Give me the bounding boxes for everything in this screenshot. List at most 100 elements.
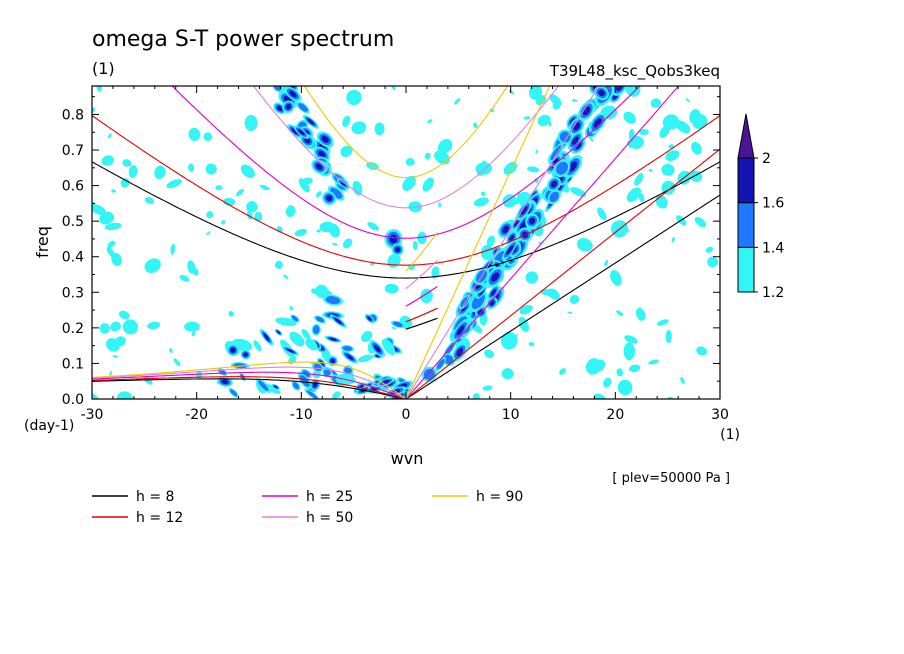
power-contour-blob	[374, 122, 385, 136]
y-tick-label: 0.4	[62, 250, 84, 266]
y-tick-label: 0.2	[62, 321, 84, 337]
power-contour-blob	[330, 187, 343, 199]
power-contour-blob	[559, 368, 567, 375]
power-contour-blob	[626, 187, 642, 202]
power-contour-blob	[340, 180, 347, 186]
power-contour-blob	[427, 119, 433, 124]
power-contour-blob	[422, 177, 434, 192]
power-contour-blob	[616, 368, 623, 377]
power-contour-blob	[515, 334, 519, 338]
power-contour-blob	[661, 163, 675, 176]
power-contour-blob	[535, 149, 538, 154]
power-contour-blob	[258, 380, 269, 391]
power-contour-blob	[616, 310, 624, 317]
power-contour-blob	[301, 328, 311, 340]
power-contour-blob	[394, 246, 401, 253]
power-contour-blob	[417, 231, 427, 245]
power-contour-blob	[531, 219, 534, 223]
power-contour-blob	[326, 195, 333, 202]
power-contour-blob	[206, 211, 214, 219]
power-contour-blob	[315, 284, 328, 298]
power-contour-blob	[346, 89, 362, 106]
power-contour-blob	[689, 109, 701, 124]
power-contour-blob	[648, 359, 659, 365]
power-contours	[92, 82, 719, 399]
legend: h = 8 h = 12 h = 25 h = 50 h = 90	[92, 489, 523, 526]
power-contour-blob	[502, 194, 517, 208]
colorbar-label: 1.6	[762, 196, 784, 212]
power-contour-blob	[456, 325, 465, 336]
power-contour-blob	[510, 236, 513, 239]
power-contour-blob	[482, 385, 493, 391]
mrg-curve-h8	[405, 317, 438, 330]
power-contour-blob	[367, 316, 372, 321]
power-contour-blob	[253, 340, 262, 352]
power-contour-blob	[576, 238, 593, 252]
power-contour-blob	[569, 294, 580, 305]
legend-label: h = 25	[306, 489, 353, 505]
power-contour-blob	[334, 318, 342, 325]
power-contour-blob	[101, 155, 114, 166]
power-contour-blob	[529, 86, 542, 100]
colorbar-arrow	[737, 113, 755, 159]
power-contour-blob	[274, 385, 278, 389]
power-contour-blob	[114, 336, 126, 347]
power-contour-blob	[286, 348, 295, 353]
power-contour-blob	[540, 289, 557, 296]
power-contour-blob	[482, 160, 487, 165]
power-contour-blob	[598, 89, 605, 97]
power-contour-blob	[589, 359, 606, 373]
power-contour-blob	[118, 310, 130, 320]
y-tick-label: 0.5	[62, 214, 84, 230]
power-contour-blob	[443, 355, 454, 365]
power-contour-blob	[298, 103, 308, 112]
power-contour-blob	[612, 82, 615, 85]
power-contour-blob	[188, 163, 195, 172]
title-unit: (1)	[92, 59, 115, 78]
power-contour-blob	[460, 296, 469, 308]
power-contour-blob	[518, 191, 531, 204]
power-contour-blob	[513, 198, 520, 205]
power-contour-blob	[283, 274, 289, 280]
kelvin-curve-h8	[405, 194, 720, 399]
power-contour-blob	[680, 377, 685, 384]
power-contour-blob	[104, 222, 122, 231]
power-contour-blob	[593, 118, 602, 128]
power-contour-blob	[276, 105, 283, 111]
rossby-curve-h50	[92, 366, 407, 399]
rossby-curve-h8	[92, 378, 406, 399]
y-axis-unit: (day-1)	[24, 418, 74, 434]
power-contour-blob	[661, 180, 676, 195]
power-contour-blob	[635, 307, 646, 321]
power-contour-blob	[650, 98, 662, 108]
power-contour-blob	[254, 211, 263, 222]
power-contour-blob	[537, 114, 551, 127]
power-contour-blob	[111, 189, 117, 193]
power-contour-blob	[549, 94, 562, 106]
inertia-gravity-curve-h25	[171, 86, 641, 239]
power-contour-blob	[519, 304, 533, 315]
power-contour-blob	[144, 197, 155, 204]
power-contour-blob	[184, 321, 200, 332]
kelvin-curve-h25	[405, 86, 680, 399]
power-contour-blob	[473, 197, 489, 207]
power-contour-blob	[522, 208, 526, 213]
power-contour-blob	[235, 188, 245, 197]
power-contour-blob	[305, 338, 318, 351]
mrg-curve-h90	[405, 232, 438, 272]
power-contour-blob	[610, 270, 622, 286]
power-contour-blob	[191, 330, 196, 337]
x-tick-label: 20	[606, 407, 624, 423]
power-contour-blob	[154, 165, 166, 180]
power-contour-blob	[169, 348, 173, 353]
power-contour-blob	[381, 338, 396, 356]
x-tick-label: 0	[402, 407, 411, 423]
power-contour-blob	[574, 139, 577, 143]
power-contour-blob	[342, 238, 353, 249]
power-contour-blob	[675, 120, 691, 134]
power-contour-blob	[665, 150, 680, 162]
power-contour-blob	[289, 90, 297, 98]
power-contour-blob	[342, 115, 351, 128]
mrg-curve-h12	[405, 307, 438, 323]
power-contour-blob	[352, 180, 363, 196]
